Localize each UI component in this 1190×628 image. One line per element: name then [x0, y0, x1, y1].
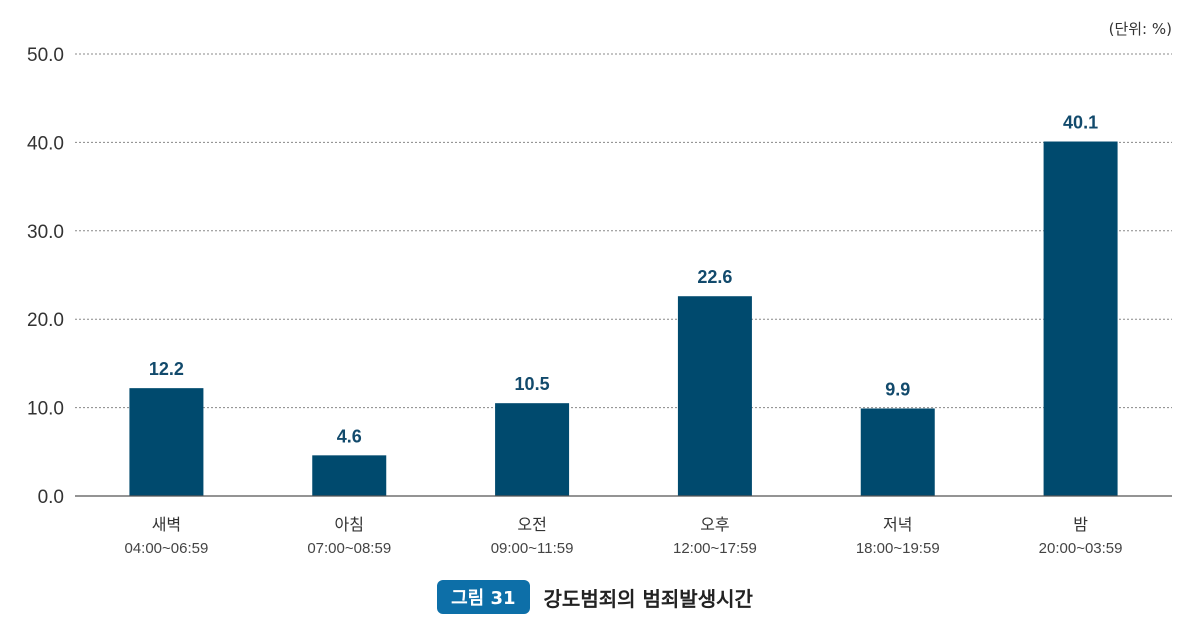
x-category-time: 20:00~03:59 — [1039, 540, 1123, 557]
x-category-name: 오전 — [517, 515, 546, 534]
bar-chart: 0.010.020.030.040.050.0 (단위: %) 12.24.61… — [27, 20, 1172, 557]
x-category-time: 12:00~17:59 — [673, 540, 757, 557]
gridlines — [75, 53, 1172, 409]
figure-title: 강도범죄의 범죄발생시간 — [543, 586, 753, 611]
y-tick-label: 30.0 — [27, 222, 64, 243]
figure-number-badge: 그림 31 — [437, 580, 530, 614]
bar — [129, 388, 204, 496]
bar-value-label: 40.1 — [1063, 113, 1098, 133]
y-tick-label: 0.0 — [38, 487, 64, 508]
bar-value-label: 12.2 — [149, 359, 184, 379]
bar-value-label: 10.5 — [515, 374, 550, 394]
y-axis-ticks: 0.0 10.0 20.0 30.0 40.0 50.0 — [27, 45, 64, 508]
x-axis-labels: 새벽 04:00~06:59 아침 07:00~08:59 오전 09:00~11:59 오… — [124, 515, 1122, 557]
unit-label: (단위: %) — [1109, 20, 1172, 38]
bars: 12.2 4.6 10.5 22.6 9.9 40.1 — [129, 113, 1118, 497]
bar-value-label: 4.6 — [337, 426, 362, 446]
figure-caption: 그림 31 강도범죄의 범죄발생시간 — [0, 580, 1190, 614]
bar-value-label: 22.6 — [697, 267, 732, 287]
bar — [677, 296, 752, 496]
x-category-name: 새벽 — [152, 515, 181, 534]
y-tick-label: 10.0 — [27, 399, 64, 420]
x-category-time: 18:00~19:59 — [856, 540, 940, 557]
x-category-name: 오후 — [700, 515, 729, 534]
y-tick-label: 50.0 — [27, 45, 64, 66]
bar — [312, 455, 387, 496]
x-category-name: 저녁 — [883, 515, 912, 534]
y-tick-label: 20.0 — [27, 310, 64, 331]
bar — [1043, 141, 1118, 497]
y-tick-label: 40.0 — [27, 133, 64, 154]
x-category-time: 09:00~11:59 — [491, 540, 574, 557]
bar — [495, 403, 570, 496]
x-category-name: 밤 — [1073, 515, 1088, 534]
x-category-name: 아침 — [335, 515, 364, 534]
x-category-time: 07:00~08:59 — [307, 540, 391, 557]
bar-value-label: 9.9 — [885, 379, 910, 399]
bar — [860, 408, 935, 496]
x-category-time: 04:00~06:59 — [124, 540, 208, 557]
